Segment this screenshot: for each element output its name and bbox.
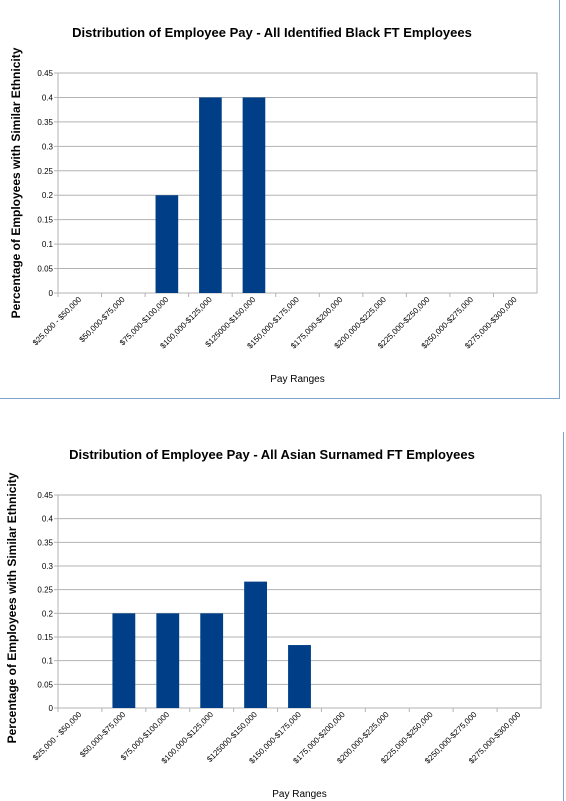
chart-title: Distribution of Employee Pay - All Asian… (69, 447, 475, 462)
chart-title: Distribution of Employee Pay - All Ident… (72, 25, 472, 40)
y-tick-label: 0.25 (37, 167, 53, 176)
panel-border-bottom (0, 398, 560, 399)
bar (112, 613, 136, 708)
x-tick-label: $50,000-$75,000 (78, 295, 128, 345)
x-tick-label: $25,000 - $50,000 (31, 710, 84, 763)
y-axis-label: Percentage of Employees with Similar Eth… (5, 472, 19, 743)
y-axis-label: Percentage of Employees with Similar Eth… (9, 47, 23, 318)
y-tick-label: 0.3 (42, 562, 54, 571)
panel-border-right (563, 432, 564, 801)
bar (244, 581, 268, 708)
x-tick-label: $50,000-$75,000 (78, 710, 128, 760)
x-tick-label: $25,000 - $50,000 (31, 295, 84, 348)
y-tick-label: 0.4 (42, 93, 54, 102)
chart-panel-black: Distribution of Employee Pay - All Ident… (0, 0, 566, 400)
bar (242, 97, 266, 293)
bar (200, 613, 224, 708)
panel-border-right (559, 0, 560, 398)
y-tick-label: 0.05 (37, 680, 53, 689)
y-tick-label: 0.35 (37, 538, 53, 547)
chart-panel-asian: Distribution of Employee Pay - All Asian… (0, 428, 566, 801)
y-tick-label: 0.3 (42, 142, 54, 151)
y-tick-label: 0.05 (37, 265, 53, 274)
y-tick-label: 0.15 (37, 633, 53, 642)
y-tick-label: 0.1 (42, 657, 54, 666)
bar (155, 195, 179, 293)
bar (288, 645, 311, 708)
chart-black-employees: Distribution of Employee Pay - All Ident… (9, 25, 538, 385)
y-tick-label: 0.15 (37, 216, 53, 225)
y-tick-label: 0.1 (42, 240, 54, 249)
y-tick-label: 0.45 (37, 69, 53, 78)
y-tick-label: 0 (49, 704, 54, 713)
chart-asian-employees: Distribution of Employee Pay - All Asian… (5, 447, 542, 800)
y-tick-label: 0.2 (42, 191, 54, 200)
y-tick-label: 0.25 (37, 586, 53, 595)
bar (199, 97, 222, 293)
y-tick-label: 0.45 (37, 491, 53, 500)
y-tick-label: 0.4 (42, 515, 54, 524)
plot-area (57, 72, 538, 294)
x-axis-label: Pay Ranges (272, 789, 326, 800)
bar (156, 613, 180, 708)
y-tick-label: 0.35 (37, 118, 53, 127)
y-tick-label: 0.2 (42, 609, 54, 618)
y-tick-label: 0 (49, 289, 54, 298)
x-axis-label: Pay Ranges (270, 374, 324, 385)
